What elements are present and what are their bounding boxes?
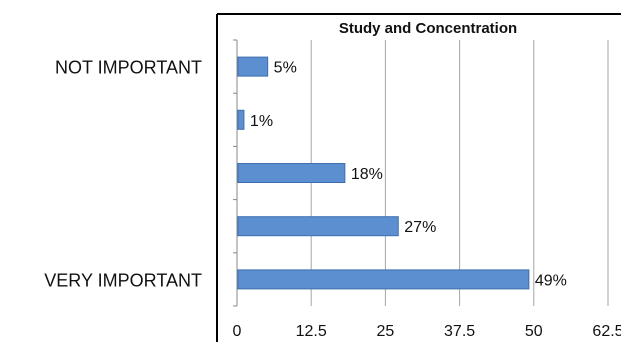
category-label: NOT IMPORTANT: [55, 58, 202, 78]
labels-layer: 0 12.5 25 37.5 50 62.5 5% NOT IMPORTANT 1% 18% 27%…: [44, 58, 621, 340]
axis-layer: [216, 13, 621, 342]
bar: [237, 163, 346, 183]
x-tick-label: 0: [233, 323, 242, 340]
grid-layer: [310, 40, 609, 306]
x-tick-label: 25: [377, 323, 395, 340]
bars-layer: [237, 56, 530, 290]
bar: [237, 56, 269, 77]
data-label: 27%: [404, 219, 436, 236]
data-label: 49%: [535, 272, 567, 289]
data-label: 18%: [351, 166, 383, 183]
bar: [237, 216, 399, 237]
x-tick-label: 50: [525, 323, 543, 340]
data-label: 5%: [274, 60, 297, 77]
bar: [237, 109, 245, 130]
x-tick-label: 62.5: [592, 323, 621, 340]
x-tick-label: 12.5: [296, 323, 327, 340]
data-label: 1%: [250, 113, 273, 130]
category-label: VERY IMPORTANT: [44, 270, 202, 290]
x-tick-label: 37.5: [444, 323, 475, 340]
chart-title: Study and Concentration: [339, 20, 517, 37]
bar: [237, 269, 530, 290]
